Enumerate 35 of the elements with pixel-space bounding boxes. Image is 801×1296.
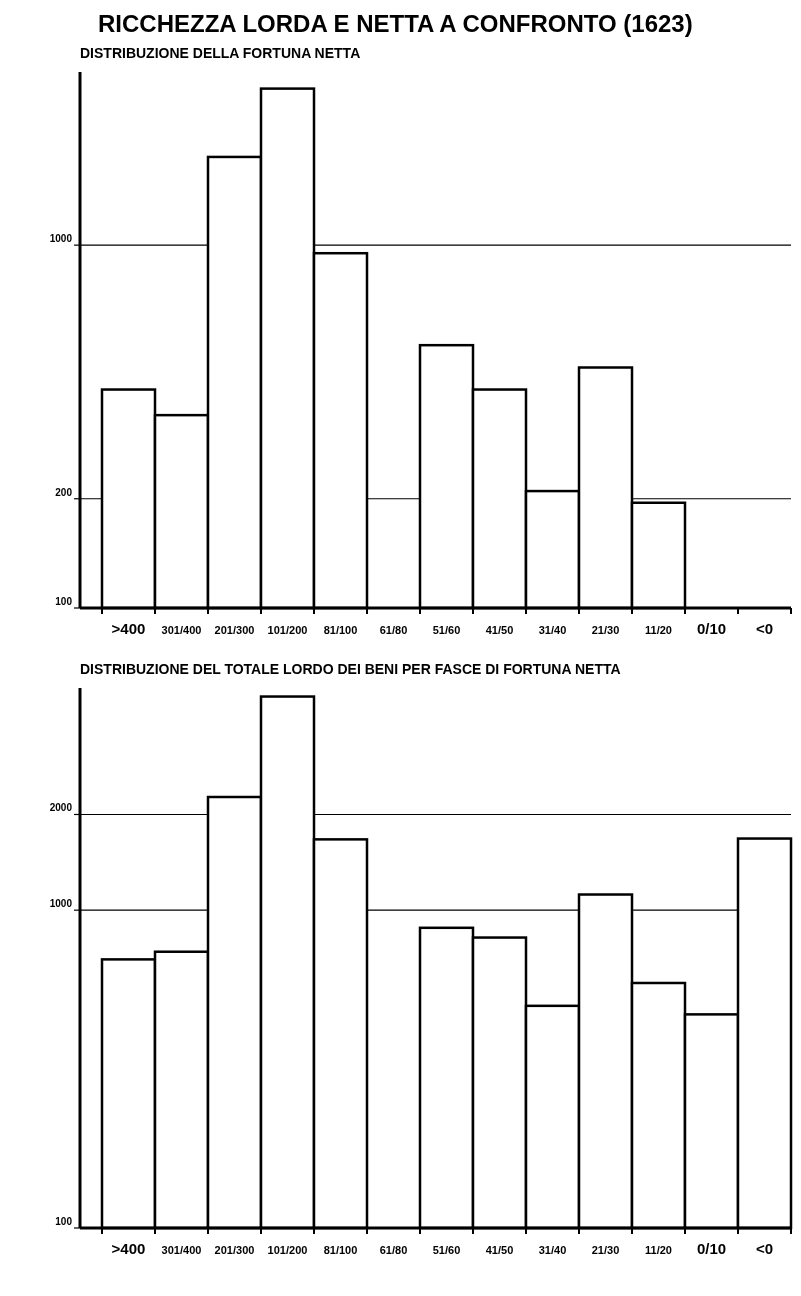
x-tick-label: 81/100 xyxy=(323,1244,358,1256)
y-tick-label: 100 xyxy=(55,1216,73,1227)
x-tick-label: 41/50 xyxy=(485,1244,514,1256)
x-tick-label: <0 xyxy=(755,1240,774,1257)
x-tick-label: >400 xyxy=(111,620,146,637)
x-tick-label: 201/300 xyxy=(214,1244,255,1256)
x-tick-label: 61/80 xyxy=(379,624,408,636)
y-tick-label: 1000 xyxy=(49,233,73,245)
x-tick-label: 0/10 xyxy=(696,620,727,637)
y-tick-label: 200 xyxy=(55,486,73,498)
x-tick-label: 81/100 xyxy=(323,624,358,636)
chart-subtitle: DISTRIBUZIONE DELLA FORTUNA NETTA xyxy=(80,45,361,61)
x-tick-label: 11/20 xyxy=(645,1244,672,1256)
x-tick-label: 21/30 xyxy=(591,624,620,636)
x-tick-label: 201/300 xyxy=(214,624,255,636)
y-tick-label: 1000 xyxy=(49,898,73,910)
x-tick-label: <0 xyxy=(755,620,774,637)
x-tick-label: 301/400 xyxy=(161,624,202,636)
x-tick-label: 31/40 xyxy=(538,1244,567,1256)
chart-title: DISTRIBUZIONE DEL TOTALE LORDO DEI BENI PER FASCE DI FORTUNA NETTA xyxy=(80,661,621,677)
y-tick-label: 100 xyxy=(55,596,73,607)
x-tick-label: >400 xyxy=(111,1240,146,1257)
x-tick-label: 0/10 xyxy=(696,1240,727,1257)
x-tick-label: 101/200 xyxy=(267,1244,308,1256)
x-tick-label: 51/60 xyxy=(432,624,461,636)
y-tick-label: 2000 xyxy=(49,802,73,814)
x-tick-label: 51/60 xyxy=(432,1244,461,1256)
chart-title: RICCHEZZA LORDA E NETTA A CONFRONTO (1623) xyxy=(98,10,693,37)
x-tick-label: 31/40 xyxy=(538,624,567,636)
x-tick-label: 11/20 xyxy=(645,624,672,636)
x-tick-label: 21/30 xyxy=(591,1244,620,1256)
x-tick-label: 41/50 xyxy=(485,624,514,636)
x-tick-label: 61/80 xyxy=(379,1244,408,1256)
x-tick-label: 301/400 xyxy=(161,1244,202,1256)
x-tick-label: 101/200 xyxy=(267,624,308,636)
